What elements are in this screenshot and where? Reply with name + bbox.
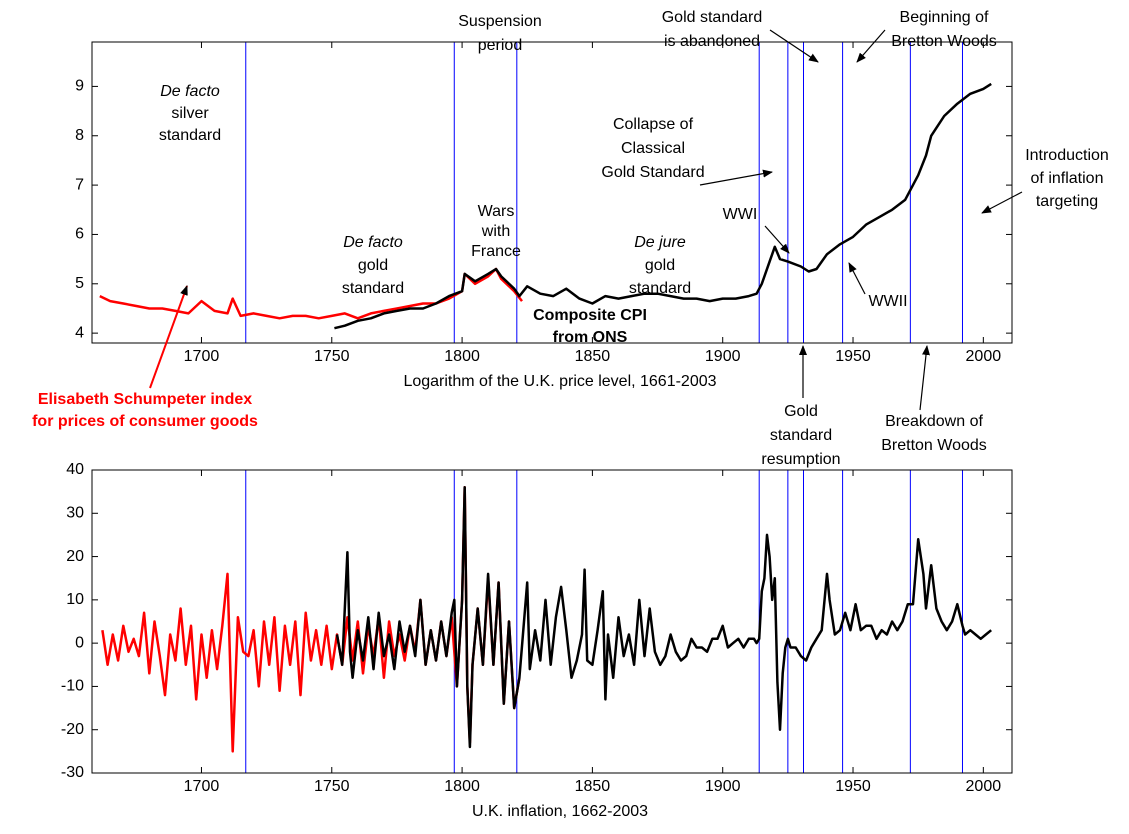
y-tick-label: 40 [66,461,84,478]
x-tick-label: 1800 [444,778,480,795]
annotation: Introduction [1025,147,1109,164]
annotation-arrow [919,345,930,411]
annotation: for prices of consumer goods [32,413,258,430]
x-tick-label: 1700 [184,778,220,795]
annotation: resumption [761,451,840,468]
annotation-arrow [764,225,790,254]
x-tick-label: 2000 [966,778,1002,795]
annotation: gold [358,257,388,274]
annotation: standard [629,280,691,297]
panel: -30 -20 -10 0 10 20 30 40 1700 1750 1800 1850 1900 19… [61,461,1013,820]
series-line [334,82,992,330]
annotation: standard [342,280,404,297]
x-tick-label: 1850 [575,348,611,365]
annotation: Gold Standard [601,164,704,181]
axes-frame [91,41,1013,344]
annotation: with [481,223,510,240]
annotation: Gold [784,403,818,420]
annotation: WWII [868,293,907,310]
annotation: Wars [478,203,515,220]
panel: 4 5 6 7 8 9 1700 1750 1800 1850 1900 1950 2000 Logari… [32,9,1109,468]
annotation: targeting [1036,193,1098,210]
annotation: De facto [343,234,403,251]
annotation: Composite CPI [533,307,647,324]
annotation: WWI [723,206,758,223]
y-tick-label: 10 [66,591,84,608]
x-tick-label: 1900 [705,348,741,365]
annotation: period [478,37,522,54]
annotation: Suspension [458,13,542,30]
annotation-arrow [981,191,1023,214]
annotation: standard [770,427,832,444]
annotation: De facto [160,83,220,100]
annotation-arrow [149,285,188,389]
annotation: Bretton Woods [881,437,987,454]
x-tick-label: 1700 [184,348,220,365]
annotation: Collapse of [613,116,694,133]
y-tick-label: 9 [75,78,84,95]
x-tick-label: 2000 [966,348,1002,365]
x-axis-label: U.K. inflation, 1662-2003 [472,803,648,820]
series-line [335,486,992,749]
y-tick-label: 8 [75,127,84,144]
annotation: Bretton Woods [891,33,997,50]
annotation: Breakdown of [885,413,983,430]
x-tick-label: 1950 [835,778,871,795]
y-tick-label: -30 [61,764,84,781]
annotation: Beginning of [900,9,990,26]
x-tick-label: 1950 [835,348,871,365]
y-tick-label: 6 [75,226,84,243]
y-tick-label: 7 [75,176,84,193]
x-tick-label: 1750 [314,348,350,365]
annotation-arrow [699,169,773,186]
y-tick-label: -20 [61,721,84,738]
x-axis-label: Logarithm of the U.K. price level, 1661-… [403,373,716,390]
annotation: France [471,243,521,260]
annotation: standard [159,127,221,144]
annotation: silver [171,105,209,122]
y-tick-label: 30 [66,505,84,522]
x-tick-label: 1800 [444,348,480,365]
annotation: is abandoned [664,33,760,50]
x-tick-label: 1900 [705,778,741,795]
annotation: of inflation [1031,170,1104,187]
annotation: Elisabeth Schumpeter index [38,391,252,408]
annotation: from ONS [553,329,628,346]
y-tick-label: 5 [75,275,84,292]
annotation-arrow [856,29,886,63]
annotation: Classical [621,140,685,157]
y-tick-label: 0 [75,634,84,651]
annotation: gold [645,257,675,274]
y-tick-label: 4 [75,324,84,341]
y-tick-label: -10 [61,678,84,695]
axes-frame [91,469,1013,774]
x-tick-label: 1750 [314,778,350,795]
annotation-arrow [848,262,866,295]
y-tick-label: 20 [66,548,84,565]
annotation: Gold standard [662,9,763,26]
x-tick-label: 1850 [575,778,611,795]
annotation-arrow [769,29,819,63]
annotation: De jure [634,234,686,251]
